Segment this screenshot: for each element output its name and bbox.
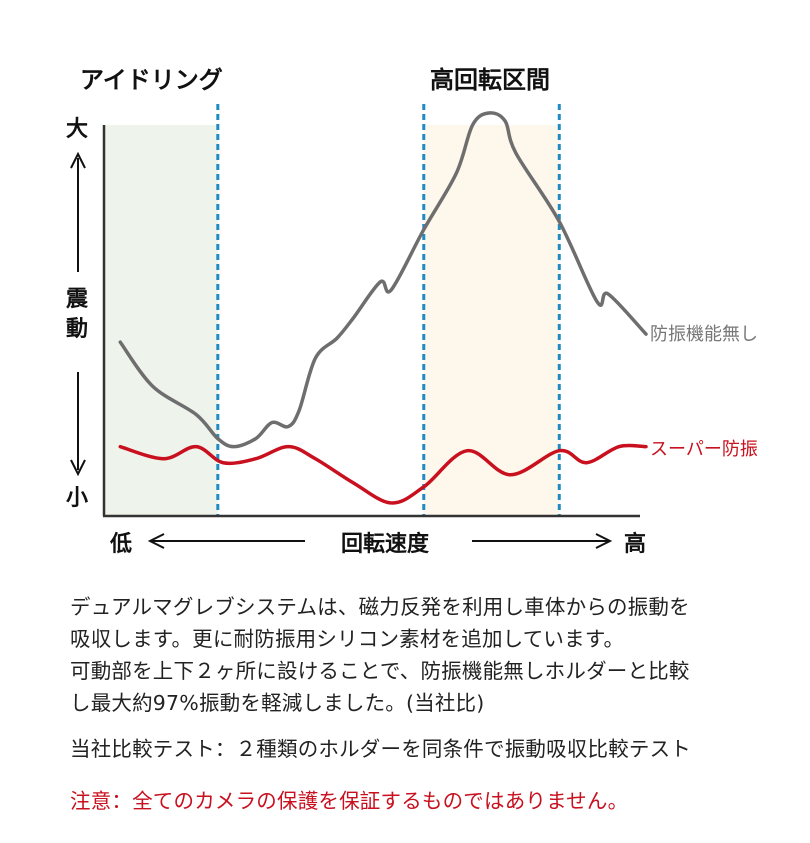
series-line-0	[118, 111, 648, 449]
arrow-up-icon	[70, 151, 86, 272]
region-band-1	[423, 125, 560, 516]
description-line-2: 吸収します。更に耐防振用シリコン素材を追加しています。	[70, 627, 625, 651]
test-note: 当社比較テスト：２種類のホルダーを同条件で振動吸収比較テスト	[70, 737, 691, 761]
y-high-label: 大	[66, 117, 88, 142]
description-line-3: 可動部を上下２ヶ所に設けることで、防振機能無しホルダーと比較	[70, 659, 690, 683]
y-axis-label: 震動	[66, 287, 89, 342]
region-band-0	[104, 125, 218, 516]
description-line-4: し最大約97%振動を軽減しました。(当社比)	[70, 691, 485, 715]
arrow-down-icon	[70, 372, 86, 477]
y-low-label: 小	[66, 486, 88, 511]
region-label-idling: アイドリング	[80, 66, 223, 94]
vibration-chart: アイドリング 高回転区間 大 震動 小 低 回転速度 高 防振機能無し スーパー…	[66, 66, 758, 557]
series-line-1	[118, 443, 648, 505]
arrow-right-icon	[472, 533, 613, 549]
description-line-1: デュアルマグレブシステムは、磁力反発を利用し車体からの振動を	[70, 595, 690, 619]
legend-label-no-damping: 防振機能無し	[650, 324, 758, 345]
legend-label-super-damping: スーパー防振	[650, 439, 758, 460]
region-label-high-rpm: 高回転区間	[430, 66, 550, 94]
x-low-label: 低	[109, 532, 132, 557]
caution-note: 注意：全てのカメラの保護を保証するものではありません。	[70, 789, 629, 813]
x-axis-label: 回転速度	[341, 531, 430, 557]
arrow-left-icon	[147, 533, 305, 549]
x-high-label: 高	[624, 531, 646, 557]
